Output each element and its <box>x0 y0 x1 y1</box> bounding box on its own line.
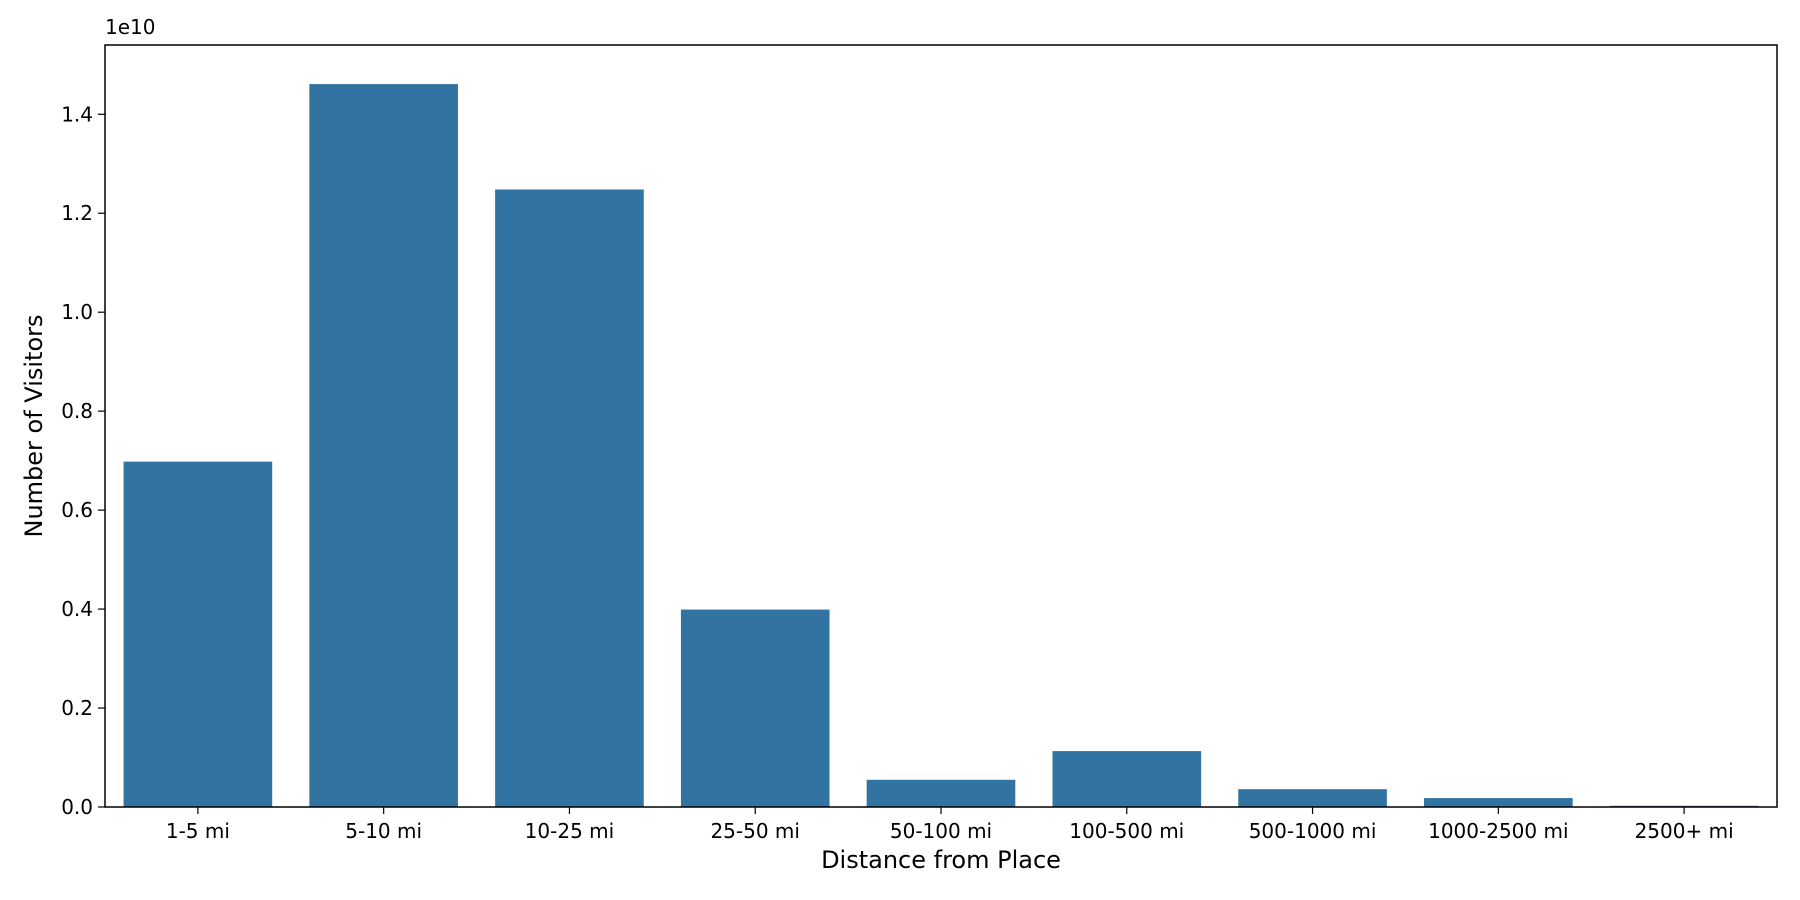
y-axis-offset-label: 1e10 <box>105 15 155 39</box>
x-axis-label: Distance from Place <box>821 846 1061 874</box>
x-tick-label: 10-25 mi <box>525 819 615 843</box>
x-tick-label: 1000-2500 mi <box>1428 819 1568 843</box>
y-axis-label: Number of Visitors <box>20 315 48 538</box>
x-tick-label: 500-1000 mi <box>1249 819 1377 843</box>
y-tick-label: 1.4 <box>61 102 93 126</box>
bar <box>680 609 830 807</box>
x-tick-label: 50-100 mi <box>890 819 992 843</box>
y-tick-label: 0.2 <box>61 696 93 720</box>
x-tick-label: 100-500 mi <box>1069 819 1184 843</box>
x-tick-label: 5-10 mi <box>345 819 422 843</box>
bar <box>1424 798 1573 807</box>
x-axis-ticks: 1-5 mi 5-10 mi 10-25 mi 25-50 mi 50-100 mi 10… <box>166 807 1734 843</box>
bar <box>1052 751 1202 807</box>
y-tick-label: 1.2 <box>61 201 93 225</box>
y-axis-ticks: 0.0 0.2 0.4 0.6 0.8 1.0 1.2 1.4 <box>61 102 105 819</box>
bar <box>866 779 1016 807</box>
bars-group <box>123 84 1759 808</box>
y-tick-label: 1.0 <box>61 300 93 324</box>
x-tick-label: 1-5 mi <box>166 819 230 843</box>
y-tick-label: 0.4 <box>61 597 93 621</box>
y-tick-label: 0.6 <box>61 498 93 522</box>
x-tick-label: 2500+ mi <box>1635 819 1734 843</box>
y-tick-label: 0.8 <box>61 399 93 423</box>
bar <box>123 461 273 807</box>
bar <box>1238 789 1387 807</box>
bar <box>495 189 644 807</box>
y-tick-label: 0.0 <box>61 795 93 819</box>
x-tick-label: 25-50 mi <box>710 819 800 843</box>
bar <box>309 84 458 808</box>
